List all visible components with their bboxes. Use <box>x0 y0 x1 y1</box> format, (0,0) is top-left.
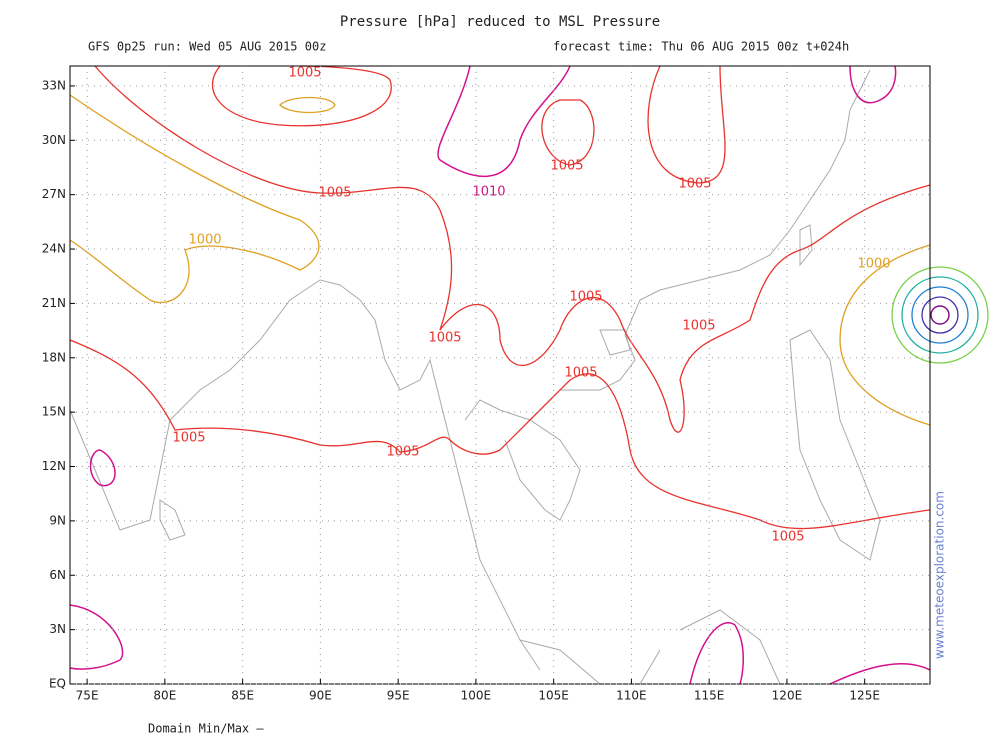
y-tick-label: 3N <box>49 622 66 636</box>
x-tick-label: 115E <box>694 689 725 703</box>
x-tick-label: 120E <box>772 689 803 703</box>
x-tick-label: 100E <box>461 689 492 703</box>
contour-label: 1005 <box>550 159 583 174</box>
y-tick-label: 18N <box>42 350 66 364</box>
y-tick-label: 12N <box>42 459 66 473</box>
contour-label: 1005 <box>428 331 461 346</box>
contour-label: 1000 <box>188 233 221 248</box>
x-tick-label: 105E <box>538 689 569 703</box>
y-tick-label: 30N <box>42 133 66 147</box>
y-tick-label: EQ <box>49 677 66 691</box>
x-tick-label: 110E <box>616 689 647 703</box>
contour-label: 1005 <box>678 177 711 192</box>
y-tick-label: 33N <box>42 78 66 92</box>
y-tick-label: 6N <box>49 568 66 582</box>
y-tick-label: 9N <box>49 513 66 527</box>
watermark: www.meteoexploration.com <box>933 491 947 659</box>
y-tick-label: 27N <box>42 187 66 201</box>
contour-label: 1005 <box>569 290 602 305</box>
x-tick-label: 85E <box>231 689 254 703</box>
contour-label: 1005 <box>172 431 205 446</box>
x-tick-label: 95E <box>387 689 410 703</box>
contour-label: 1000 <box>857 257 890 272</box>
x-tick-label: 125E <box>849 689 880 703</box>
contour-label: 1005 <box>386 445 419 460</box>
contour-label: 1005 <box>771 530 804 545</box>
x-tick-label: 90E <box>309 689 332 703</box>
y-tick-label: 24N <box>42 242 66 256</box>
y-tick-label: 21N <box>42 296 66 310</box>
contour-label: 1005 <box>564 366 597 381</box>
contour-label: 1010 <box>472 185 505 200</box>
coastlines <box>69 69 881 685</box>
title: Pressure [hPa] reduced to MSL Pressure <box>340 14 660 30</box>
forecast-time: forecast time: Thu 06 AUG 2015 00z t+024… <box>553 40 849 54</box>
x-tick-label: 75E <box>76 689 99 703</box>
pressure-contours <box>69 65 989 685</box>
contour-label: 1005 <box>682 319 715 334</box>
contour-label: 1005 <box>318 186 351 201</box>
contour-labels: 1005 1005 1010 1005 1005 1000 1000 1005 … <box>172 66 890 545</box>
y-tick-label: 15N <box>42 405 66 419</box>
domain-minmax: Domain Min/Max – <box>148 722 264 736</box>
contour-label: 1005 <box>288 66 321 81</box>
run-info: GFS 0p25 run: Wed 05 AUG 2015 00z <box>88 40 326 54</box>
map-frame <box>69 65 931 685</box>
x-tick-label: 80E <box>153 689 176 703</box>
